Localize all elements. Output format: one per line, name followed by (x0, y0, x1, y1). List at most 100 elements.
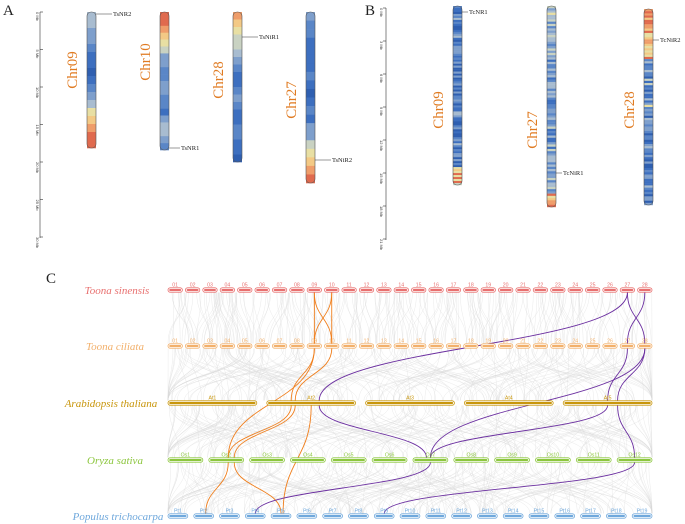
axis-tick-label: 30 Mb (35, 237, 40, 249)
synteny-link (621, 292, 638, 344)
density-band (233, 102, 242, 110)
chromosome-outline (643, 8, 654, 206)
synteny-link (514, 405, 517, 458)
block-4-6: Pt7 (322, 508, 343, 519)
block-label: 25 (590, 338, 596, 344)
density-band (453, 85, 462, 88)
synteny-link (229, 292, 237, 344)
density-band (644, 159, 653, 162)
block-label: 09 (311, 338, 317, 344)
synteny-link (244, 348, 294, 401)
block-label: Os6 (385, 452, 395, 458)
synteny-link (354, 292, 362, 344)
synteny-link (363, 462, 494, 514)
chromosome-outline (452, 5, 463, 186)
synteny-link (501, 292, 514, 344)
synteny-link (578, 292, 591, 344)
density-band (644, 19, 653, 23)
synteny-link (524, 348, 608, 401)
density-band (547, 162, 556, 165)
block-label: Pt18 (611, 508, 622, 514)
density-band (306, 174, 315, 184)
chromosome-block-fill (517, 345, 530, 347)
density-band (453, 63, 462, 66)
block-label: 18 (468, 338, 474, 344)
block-label: 17 (451, 338, 457, 344)
synteny-link (631, 292, 645, 344)
block-0-21: 22 (532, 282, 549, 293)
density-band (547, 164, 556, 167)
block-label: At1 (209, 395, 217, 401)
density-band (453, 129, 462, 132)
chromosome-a-3: Chr27 TsNiR2 (284, 11, 352, 184)
density-band (644, 178, 653, 182)
density-band (453, 111, 462, 114)
synteny-link (471, 405, 549, 458)
density-band (160, 122, 169, 130)
synteny-link (239, 292, 253, 344)
density-band (644, 130, 653, 134)
chromosome-block-fill (169, 289, 182, 291)
block-label: At5 (604, 395, 612, 401)
synteny-link (171, 292, 181, 344)
synteny-link (461, 405, 556, 458)
synteny-link (576, 405, 651, 458)
axis-tick-label: 20 Mb (35, 162, 40, 174)
synteny-link (538, 405, 560, 458)
block-label: Os2 (221, 452, 231, 458)
synteny-link (545, 348, 627, 401)
synteny-link (184, 292, 194, 344)
density-band (547, 55, 556, 58)
block-label: Os7 (426, 452, 436, 458)
synteny-link (446, 462, 520, 514)
block-0-0: 01 (167, 282, 183, 293)
density-band (547, 102, 556, 105)
density-band (644, 54, 653, 58)
synteny-link (406, 405, 417, 458)
synteny-link (227, 348, 345, 401)
synteny-link (433, 292, 437, 344)
synteny-link (218, 462, 346, 514)
density-band (547, 77, 556, 80)
synteny-link (487, 405, 562, 458)
synteny-link (533, 292, 538, 344)
synteny-link (418, 292, 436, 344)
chromosome-block-fill (169, 345, 182, 347)
density-band (306, 123, 315, 132)
synteny-link (420, 292, 441, 344)
chromosome-block-fill (604, 289, 617, 291)
block-label: 03 (207, 282, 213, 288)
synteny-link (208, 348, 240, 401)
density-band (160, 81, 169, 89)
synteny-link (475, 462, 602, 514)
synteny-link (470, 348, 537, 401)
density-band (644, 122, 653, 125)
chromosome-block-fill (256, 345, 269, 347)
density-band (644, 126, 653, 129)
synteny-link (467, 405, 484, 458)
synteny-link (251, 292, 262, 344)
block-2-0: At1 (167, 395, 258, 406)
highlighted-link (617, 348, 646, 401)
block-label: 04 (224, 282, 230, 288)
block-label: Pt15 (534, 508, 545, 514)
synteny-link (167, 405, 176, 458)
synteny-link (568, 348, 635, 401)
density-band (306, 54, 315, 64)
synteny-link (408, 292, 426, 344)
axis-tick-label: 5 Mb (35, 50, 40, 60)
block-0-25: 26 (602, 282, 618, 293)
chromosome-block-fill (308, 345, 321, 347)
highlighted-link (626, 292, 646, 344)
synteny-link (564, 462, 653, 514)
synteny-link (621, 348, 653, 401)
synteny-link (539, 292, 549, 344)
block-label: Pt11 (431, 508, 441, 514)
chromosome-block-fill (325, 289, 338, 291)
chromosome-block-fill (221, 289, 234, 291)
block-3-2: Os3 (249, 452, 285, 463)
block-label: 22 (538, 282, 544, 288)
synteny-link (172, 405, 200, 458)
synteny-link (498, 348, 516, 401)
highlighted-link (313, 292, 333, 344)
